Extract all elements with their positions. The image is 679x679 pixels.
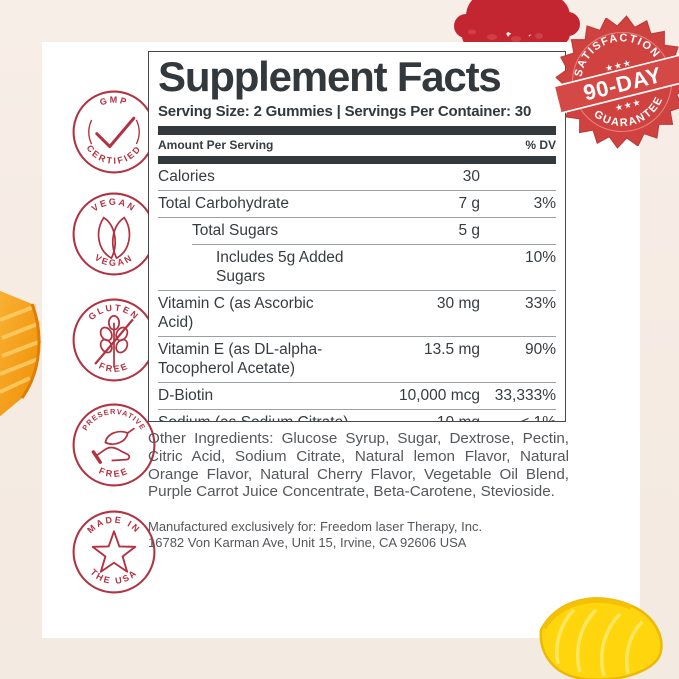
badge-bottom-label: THE USA: [88, 567, 137, 586]
hand-leaf-icon: [91, 427, 135, 464]
lemon-gummy-image: [539, 597, 663, 679]
nutrient-amount: 10,000 mcg: [399, 387, 480, 404]
svg-text:FREE: FREE: [97, 466, 130, 480]
supplement-facts-panel: Supplement Facts Serving Size: 2 Gummies…: [148, 51, 566, 422]
manufacturer-line: Manufactured exclusively for: Freedom la…: [148, 519, 483, 534]
row-divider: [192, 244, 556, 245]
table-row: Sodium (as Sodium Citrate) 10 mg < 1%: [158, 410, 556, 421]
table-row: Total Carbohydrate 7 g 3%: [158, 191, 556, 217]
nutrient-amount: 13.5 mg: [423, 341, 480, 358]
row-divider: [158, 336, 556, 337]
manufacturer-block: Manufactured exclusively for: Freedom la…: [148, 519, 569, 550]
preservative-free-badge: PRESERVATIVE FREE: [71, 402, 157, 488]
table-row: Includes 5g Added Sugars 10%: [158, 245, 556, 290]
nutrient-amount: 30 mg: [436, 295, 480, 312]
row-divider: [158, 409, 556, 410]
nutrient-dv: 90%: [524, 341, 556, 358]
nutrient-dv: < 1%: [480, 413, 556, 421]
row-divider: [158, 190, 556, 191]
row-divider: [158, 290, 556, 291]
badge-bottom-label: FREE: [97, 361, 128, 375]
badge-bottom-label: VEGAN: [93, 252, 133, 268]
checkmark-icon: [95, 116, 136, 149]
orange-gummy-image: [0, 290, 42, 417]
manufacturer-address: 16782 Von Karman Ave, Unit 15, Irvine, C…: [148, 534, 467, 550]
svg-text:VEGAN: VEGAN: [93, 252, 135, 268]
table-row: Vitamin C (as Ascorbic Acid) 30 mg 33%: [158, 291, 556, 336]
table-row: Vitamin E (as DL-alpha-Tocopherol Acetat…: [158, 337, 556, 382]
row-divider: [158, 382, 556, 383]
divider-bar: [158, 126, 556, 135]
made-in-usa-badge: MADE IN THE USA: [71, 509, 157, 595]
nutrient-dv: 33%: [524, 295, 556, 312]
supplement-facts-title: Supplement Facts: [158, 53, 502, 100]
gluten-free-badge: GLUTEN FREE: [71, 297, 157, 383]
serving-size-line: Serving Size: 2 Gummies | Servings Per C…: [158, 103, 532, 120]
nutrient-name: D-Biotin: [158, 387, 214, 404]
nutrient-name: Total Carbohydrate: [158, 195, 289, 212]
nutrient-amount: 7 g: [458, 195, 480, 212]
nutrient-name: Calories: [158, 168, 215, 185]
leaves-icon: [97, 216, 131, 260]
badge-top-label: GMP: [98, 95, 127, 108]
divider-bar: [158, 156, 556, 164]
table-row: Total Sugars 5 g: [158, 218, 556, 244]
vegan-badge: VEGAN VEGAN: [71, 191, 157, 277]
wheat-crossed-icon: [94, 315, 134, 368]
svg-text:VEGAN: VEGAN: [90, 197, 138, 214]
nutrient-dv: 33,333%: [494, 387, 556, 404]
svg-text:PRESERVATIVE: PRESERVATIVE: [80, 407, 147, 432]
nutrient-name: Vitamin E (as DL-alpha-Tocopherol Acetat…: [158, 341, 323, 377]
percent-dv-header: % DV: [525, 138, 556, 152]
nutrient-name: Vitamin C (as Ascorbic Acid): [158, 295, 314, 331]
nutrient-dv: 10%: [524, 249, 556, 266]
amount-per-serving-header: Amount Per Serving: [158, 138, 274, 152]
row-divider: [158, 217, 556, 218]
svg-text:THE USA: THE USA: [88, 567, 139, 586]
svg-text:GMP: GMP: [98, 95, 129, 108]
svg-text:FREE: FREE: [97, 361, 130, 375]
nutrient-dv: 3%: [533, 195, 556, 212]
badge-top-label: VEGAN: [90, 197, 136, 214]
badge-bottom-label: FREE: [97, 466, 128, 480]
satisfaction-guarantee-seal: SATISFACTION ★ ★ ★ 90-DAY ★ ★ ★ GUARANTE…: [542, 2, 679, 162]
nutrient-amount: 30: [462, 168, 480, 185]
table-row: Calories 30: [158, 164, 556, 190]
nutrient-name: Includes 5g Added Sugars: [216, 249, 344, 285]
nutrient-amount: 5 g: [458, 222, 480, 239]
raspberry-gummy-image: [454, 0, 580, 46]
svg-text:CERTIFIED: CERTIFIED: [84, 143, 143, 166]
gmp-certified-badge: GMP CERTIFIED: [71, 89, 157, 175]
table-row: D-Biotin 10,000 mcg 33,333%: [158, 383, 556, 409]
badge-top-label: PRESERVATIVE: [80, 407, 146, 432]
badge-bottom-label: CERTIFIED: [84, 143, 141, 166]
nutrient-name: Total Sugars: [192, 222, 279, 239]
other-ingredients-text: Other Ingredients: Glucose Syrup, Sugar,…: [148, 430, 569, 501]
star-icon: [91, 530, 137, 573]
nutrient-amount: 10 mg: [352, 413, 480, 421]
nutrient-name: Sodium (as Sodium Citrate): [158, 413, 352, 421]
